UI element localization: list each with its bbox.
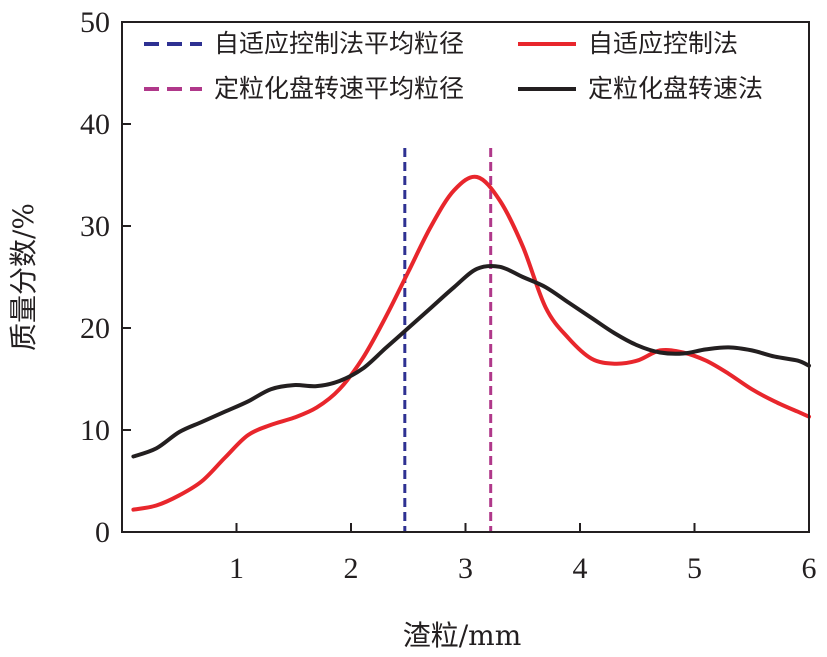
y-axis-title: 质量分数/% xyxy=(7,203,40,351)
series-line-2 xyxy=(131,263,811,459)
y-tick-label: 0 xyxy=(95,516,110,549)
vertical-reference-lines xyxy=(403,148,493,532)
x-tick-label: 3 xyxy=(458,552,473,585)
y-tick-label: 20 xyxy=(80,312,110,345)
legend-label: 定粒化盘转速平均粒径 xyxy=(214,74,464,103)
legend-label: 自适应控制法 xyxy=(588,29,738,58)
x-tick-label: 6 xyxy=(802,552,817,585)
x-tick-label: 1 xyxy=(229,552,244,585)
series-lines xyxy=(131,174,811,512)
y-tick-label: 10 xyxy=(80,414,110,447)
x-tick-label: 5 xyxy=(687,552,702,585)
x-tick-label: 2 xyxy=(344,552,359,585)
axes: 0 10 20 30 40 50 1 2 3 4 5 6 xyxy=(80,6,817,585)
legend-label: 定粒化盘转速法 xyxy=(588,74,763,103)
y-tick-label: 50 xyxy=(80,6,110,39)
legend-label: 自适应控制法平均粒径 xyxy=(214,29,464,58)
x-tick-label: 4 xyxy=(573,552,588,585)
x-axis-title: 渣粒/mm xyxy=(403,619,522,652)
series-line-1 xyxy=(131,174,811,512)
y-tick-label: 40 xyxy=(80,108,110,141)
y-tick-label: 30 xyxy=(80,210,110,243)
